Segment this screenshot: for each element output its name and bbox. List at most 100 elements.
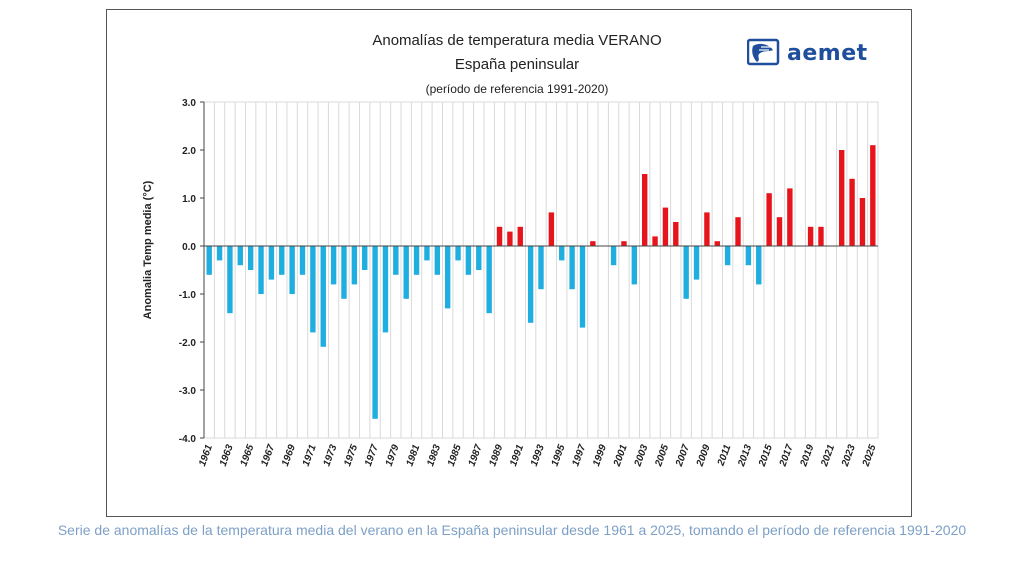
bar [299,246,306,275]
x-tick-label: 1999 [591,443,609,468]
y-tick-label: -3.0 [179,386,197,397]
x-tick-label: 1979 [384,443,402,468]
bar [372,246,378,419]
x-tick-label: 2003 [632,443,650,469]
bar [714,241,720,246]
bar [673,222,679,246]
bar [579,246,586,328]
reference-period: (período de referencia 1991-2020) [425,82,609,96]
x-tick-label: 1965 [239,443,257,468]
bar [683,246,689,299]
bar [444,246,451,309]
bar [434,246,441,275]
aemet-logo: aemet [747,38,868,68]
x-tick-label: 2009 [694,443,712,469]
x-tick-label: 1993 [529,443,547,468]
bar [362,246,368,270]
bar [538,246,544,290]
bar [424,246,430,261]
bar [216,246,223,261]
x-tick-label: 1963 [218,443,236,468]
y-tick-label: -2.0 [179,338,197,349]
x-tick-label: 1995 [550,443,568,468]
x-tick-label: 2025 [860,443,878,469]
y-axis-label: Anomalia Temp media (°C) [142,180,154,319]
x-tick-label: 2019 [798,443,816,469]
bar [693,246,700,280]
x-tick-label: 2023 [840,443,858,469]
bar [621,241,627,246]
bar [870,145,876,246]
bar [258,246,264,294]
bar [227,246,233,314]
bar [652,236,658,246]
bar [465,246,472,275]
bar [486,246,492,314]
bar [403,246,409,299]
bar [735,217,741,246]
x-tick-label: 1985 [446,443,464,468]
bar [756,246,762,285]
bar [496,226,503,246]
bar [704,212,710,246]
chart-title: Anomalías de temperatura media VERANO [372,32,662,49]
bar [279,246,285,275]
bar [559,246,565,261]
y-tick-label: -1.0 [179,290,197,301]
bar [859,198,866,246]
bar [527,246,534,323]
bar [745,246,752,266]
y-tick-label: 3.0 [182,98,196,109]
bar [610,246,617,266]
x-tick-label: 1975 [342,443,360,468]
bar [320,246,326,347]
bar [268,246,275,280]
x-tick-label: 1987 [467,443,485,468]
x-tick-label: 1997 [570,443,588,468]
bar [455,246,461,261]
x-tick-label: 1969 [280,443,298,468]
bar [382,246,389,333]
bar [631,246,638,285]
y-tick-label: -4.0 [179,434,197,445]
x-tick-label: 1971 [301,443,319,468]
bar [590,241,596,246]
bar [507,231,513,246]
x-tick-label: 2011 [715,443,733,468]
bar [413,246,420,275]
bar [289,246,295,294]
bar [393,246,399,275]
bar [849,178,855,246]
figure-caption: Serie de anomalías de la temperatura med… [57,522,967,538]
x-tick-label: 2017 [777,443,795,469]
x-tick-label: 2001 [611,443,629,469]
x-tick-label: 1973 [321,443,339,468]
bar [206,246,212,275]
bar [310,246,316,333]
bar [776,217,783,246]
bar [517,226,523,246]
bar [818,226,824,246]
x-tick-label: 2005 [653,443,671,469]
bar [476,246,482,270]
y-tick-label: 1.0 [182,194,196,205]
chart-subtitle: España peninsular [454,56,580,73]
bar [341,246,347,299]
bar [330,246,337,285]
chart-frame: Anomalías de temperatura media VERANO Es… [106,9,912,517]
bar [247,246,254,270]
aemet-logo-icon [747,38,780,66]
bar [641,174,648,246]
x-tick-label: 1991 [508,443,526,468]
x-tick-label: 1983 [425,443,443,468]
x-tick-label: 1989 [487,443,505,468]
y-tick-label: 0.0 [182,242,196,253]
bar [569,246,575,290]
aemet-logo-text: aemet [787,40,868,66]
x-tick-label: 2015 [757,443,775,469]
bar [766,193,772,246]
x-tick-label: 1961 [197,443,215,468]
bar [839,150,845,246]
bar [237,246,243,266]
